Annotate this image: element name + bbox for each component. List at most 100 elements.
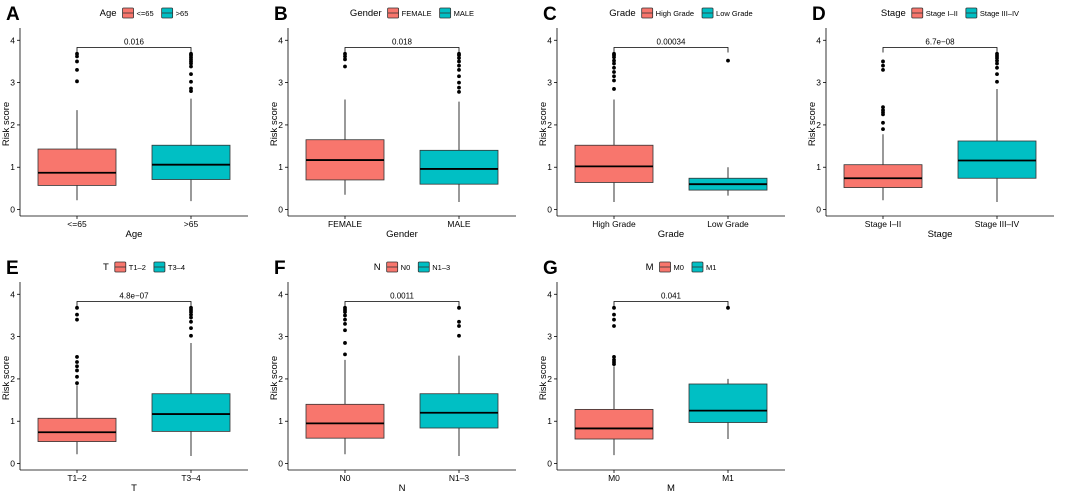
x-axis-title: N	[399, 483, 406, 493]
x-tick-label-group-1: Stage I–II	[865, 219, 901, 229]
x-tick-label-group-2: >65	[184, 219, 199, 229]
y-tick-label-3: 3	[278, 332, 283, 342]
legend-label-2: >65	[176, 9, 189, 18]
panel-letter: B	[274, 4, 288, 25]
x-axis-title: M	[667, 483, 675, 493]
box-group-1	[574, 305, 654, 456]
outlier-point	[189, 305, 193, 310]
outlier-point	[457, 305, 461, 310]
panel-e: E T T1–2 T3–4 0 1 2 3 4 Risk score T T1–2 T3–4 4.8e−0…	[1, 258, 248, 493]
box-group-1	[37, 51, 117, 201]
panel-a: A Age <=65 >65 0 1 2 3 4 Risk score Age <=65 >65 0.01…	[1, 4, 248, 240]
legend: M M0 M1	[646, 261, 716, 273]
x-tick-label-group-1: High Grade	[592, 219, 636, 229]
panel-letter: E	[6, 258, 19, 279]
outlier-point	[75, 312, 79, 317]
box-group-2	[419, 51, 499, 202]
legend-title: Age	[100, 8, 117, 19]
y-axis-title: Risk score	[1, 102, 12, 146]
panel-letter: F	[274, 258, 286, 279]
panel-g: G M M0 M1 0 1 2 3 4 Risk score M M0 M1 0.041	[538, 258, 785, 493]
p-value-label: 0.041	[661, 291, 682, 300]
x-tick-label-group-2: N1–3	[449, 473, 470, 483]
panel-letter: D	[812, 4, 826, 25]
x-tick-label-group-2: Stage III–IV	[975, 219, 1020, 229]
outlier-point	[612, 70, 616, 74]
y-tick-label-0: 0	[278, 205, 283, 215]
y-tick-label-0: 0	[10, 459, 15, 469]
x-tick-label-group-1: <=65	[67, 219, 87, 229]
outlier-point	[612, 78, 616, 83]
outlier-point	[457, 51, 461, 56]
y-tick-label-1: 1	[816, 162, 821, 172]
x-tick-label-group-2: M1	[722, 473, 734, 483]
p-value-label: 6.7e−08	[925, 37, 955, 46]
y-tick-label-1: 1	[547, 416, 552, 426]
y-tick-label-3: 3	[547, 332, 552, 342]
outlier-point	[612, 312, 616, 317]
significance-bracket	[882, 47, 998, 53]
outlier-point	[881, 59, 885, 64]
outlier-point	[457, 68, 461, 72]
x-tick-label-group-1: T1–2	[67, 473, 87, 483]
x-tick-label-group-2: MALE	[447, 219, 470, 229]
legend: Age <=65 >65	[100, 7, 189, 19]
box-group-1	[574, 51, 654, 202]
outlier-point	[457, 80, 461, 85]
outlier-point	[881, 120, 885, 125]
iqr-box	[37, 417, 117, 442]
outlier-point	[457, 85, 461, 90]
box-group-1	[843, 59, 923, 201]
legend-label-2: Stage III–IV	[980, 9, 1019, 18]
legend-label-2: MALE	[454, 9, 474, 18]
outlier-point	[457, 324, 461, 328]
y-tick-label-2: 2	[547, 120, 552, 130]
box-group-2	[688, 305, 768, 440]
x-tick-label-group-1: FEMALE	[328, 219, 362, 229]
outlier-point	[457, 74, 461, 79]
outlier-point	[726, 305, 730, 310]
legend-label-1: <=65	[137, 9, 154, 18]
box-group-2	[419, 305, 499, 456]
y-tick-label-3: 3	[10, 332, 15, 342]
panel-c: C Grade High Grade Low Grade 0 1 2 3 4 Risk score…	[538, 4, 785, 240]
x-axis-title: Age	[126, 229, 143, 240]
significance-bracket	[613, 47, 729, 53]
outlier-point	[189, 319, 193, 324]
box-group-2	[151, 305, 231, 456]
y-tick-label-2: 2	[10, 374, 15, 384]
box-group-2	[151, 51, 231, 202]
y-tick-label-0: 0	[278, 459, 283, 469]
outlier-point	[457, 333, 461, 338]
iqr-box	[419, 149, 499, 185]
box-group-1	[305, 51, 385, 195]
y-tick-label-1: 1	[547, 162, 552, 172]
outlier-point	[995, 61, 999, 66]
outlier-point	[189, 86, 193, 91]
outlier-point	[881, 127, 885, 132]
legend: Grade High Grade Low Grade	[609, 7, 753, 19]
y-tick-label-3: 3	[816, 78, 821, 88]
y-tick-label-4: 4	[278, 289, 283, 299]
y-axis-title: Risk score	[269, 356, 280, 400]
outlier-point	[995, 51, 999, 56]
outlier-point	[612, 58, 616, 63]
y-tick-label-4: 4	[816, 35, 821, 45]
y-axis-title: Risk score	[269, 102, 280, 146]
significance-bracket	[76, 47, 192, 53]
y-tick-label-0: 0	[547, 459, 552, 469]
y-tick-label-2: 2	[816, 120, 821, 130]
legend: Stage Stage I–II Stage III–IV	[881, 7, 1019, 19]
panel-letter: G	[543, 258, 558, 279]
legend: Gender FEMALE MALE	[350, 7, 474, 19]
y-tick-label-2: 2	[278, 374, 283, 384]
p-value-label: 0.016	[124, 37, 145, 46]
y-tick-label-0: 0	[10, 205, 15, 215]
iqr-box	[305, 403, 385, 439]
outlier-point	[612, 324, 616, 328]
outlier-point	[343, 317, 347, 322]
outlier-point	[343, 51, 347, 56]
p-value-label: 4.8e−07	[119, 291, 149, 300]
outlier-point	[612, 87, 616, 91]
